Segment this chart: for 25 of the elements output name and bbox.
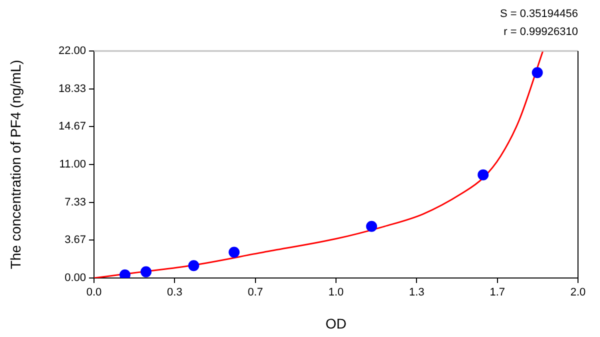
text: S = 0.35194456	[500, 8, 578, 20]
y-tick-label: 3.67	[64, 234, 86, 246]
x-tick-label: 0.3	[167, 286, 182, 299]
x-tick-label: 0.7	[248, 286, 263, 299]
point	[532, 67, 543, 78]
y-tick-label: 14.67	[58, 120, 86, 133]
point	[478, 169, 489, 180]
y-tick-label: 0.00	[64, 272, 86, 284]
y-tick-label: 7.33	[64, 196, 86, 208]
point	[119, 269, 130, 278]
x-axis-title: OD	[326, 315, 346, 332]
y-axis-title: The concentration of PF4 (ng/mL)	[7, 60, 24, 270]
x-tick-label: 2.0	[570, 286, 586, 299]
text: r = 0.99926310	[504, 26, 578, 38]
y-tick-label: 11.00	[59, 158, 86, 171]
x-tick-label: 1.3	[409, 286, 424, 299]
x-tick-label: 1.7	[490, 286, 505, 299]
x-tick-label: 1.0	[328, 286, 344, 299]
y-tick-label: 18.33	[58, 82, 86, 95]
x-tick-label: 0.0	[86, 286, 102, 299]
point	[140, 266, 152, 278]
point	[188, 260, 200, 272]
point	[228, 246, 240, 258]
y-tick-label: 22.00	[58, 45, 86, 58]
point	[366, 220, 378, 232]
